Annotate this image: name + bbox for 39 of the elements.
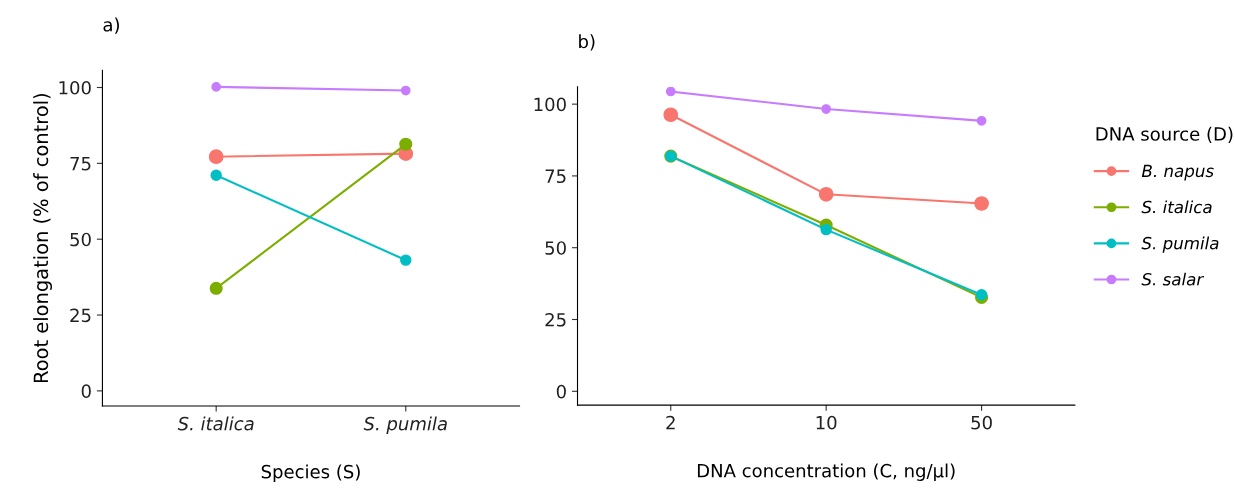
y-tick-label: 0 <box>81 384 91 398</box>
x-tick-label: 50 <box>971 415 992 430</box>
y-axis-title: Root elongation (% of control) <box>33 93 52 383</box>
y-tick-label: 100 <box>534 97 566 112</box>
legend-title: DNA source (D) <box>1096 126 1233 143</box>
x-tick-label: S. pumila <box>363 416 447 434</box>
point <box>211 82 222 92</box>
point <box>820 223 832 236</box>
chart-title: a) <box>103 17 119 34</box>
legend-label: S. pumila <box>1141 236 1219 253</box>
point <box>974 196 989 211</box>
point <box>663 107 679 123</box>
y-tick-label: 75 <box>70 157 91 171</box>
y-tick-label: 50 <box>545 241 566 255</box>
point <box>399 137 413 151</box>
legend-label: S. salar <box>1141 272 1205 286</box>
x-axis-title: Species (S) <box>261 464 360 482</box>
y-tick-label: 25 <box>545 312 566 327</box>
point <box>665 86 676 97</box>
y-tick-label: 25 <box>70 308 91 323</box>
x-tick-label: S. italica <box>177 416 254 431</box>
x-axis-title: DNA concentration (C, ng/µl) <box>697 463 955 481</box>
y-tick-label: 100 <box>59 80 91 95</box>
point <box>209 281 223 295</box>
chart-title: b) <box>579 34 595 51</box>
point <box>400 85 411 96</box>
x-tick-label: 2 <box>666 415 675 430</box>
point <box>976 115 987 126</box>
point <box>400 254 412 266</box>
legend-label: B. napus <box>1141 164 1214 181</box>
point <box>821 104 832 114</box>
y-tick-label: 50 <box>70 232 91 247</box>
point <box>210 169 222 181</box>
y-tick-label: 0 <box>556 384 566 399</box>
y-tick-label: 75 <box>545 169 566 184</box>
legend-label: S. italica <box>1141 200 1212 214</box>
point <box>208 149 224 165</box>
point <box>818 186 834 202</box>
x-tick-label: 10 <box>816 415 837 430</box>
